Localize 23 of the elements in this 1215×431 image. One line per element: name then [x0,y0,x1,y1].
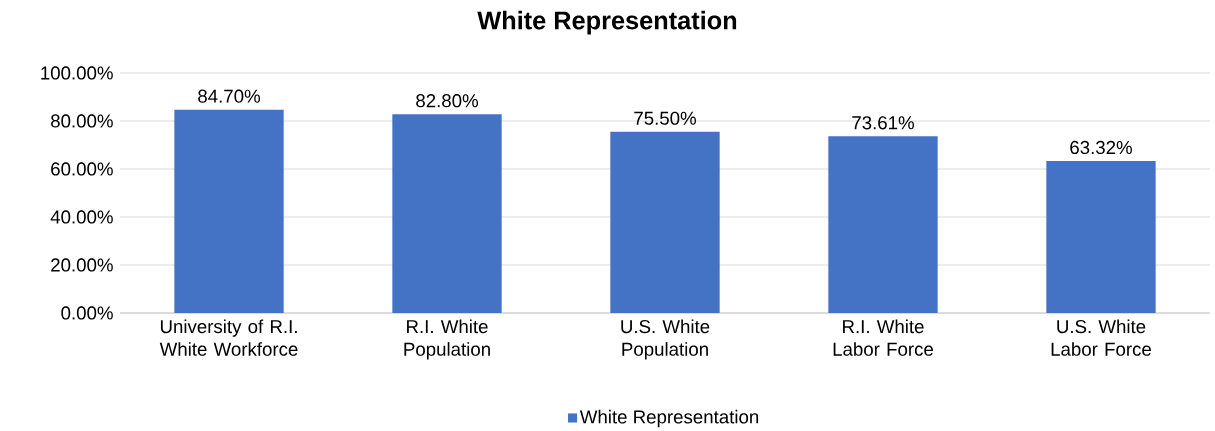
x-tick-label: R.I. White Population [404,319,490,360]
bar [828,136,938,313]
data-label: 63.32% [1070,140,1132,155]
bar [392,114,502,313]
x-tick-label: U.S. White Labor Force [1051,319,1151,356]
bar [174,109,284,313]
chart-title: White Representation [477,10,737,35]
y-tick-label: 0.00% [61,306,113,320]
x-tick-label: U.S. White Population [621,319,710,360]
y-tick-label: 20.00% [51,258,113,272]
x-tick-label: R.I. White Labor Force [833,319,933,356]
y-tick-label: 80.00% [51,114,113,128]
y-tick-label: 100.00% [41,66,113,80]
y-tick-label: 40.00% [50,210,113,224]
legend-label: White Representation [579,409,759,428]
y-tick-label: 60.00% [51,162,113,176]
bar [1046,161,1156,313]
bar [610,131,720,313]
data-label: 82.80% [416,94,478,108]
data-label: 84.70% [198,89,260,103]
data-label: 75.50% [634,111,696,125]
data-label: 73.61% [852,116,914,130]
x-tick-label: University of R.I. White Workforce [159,319,298,356]
